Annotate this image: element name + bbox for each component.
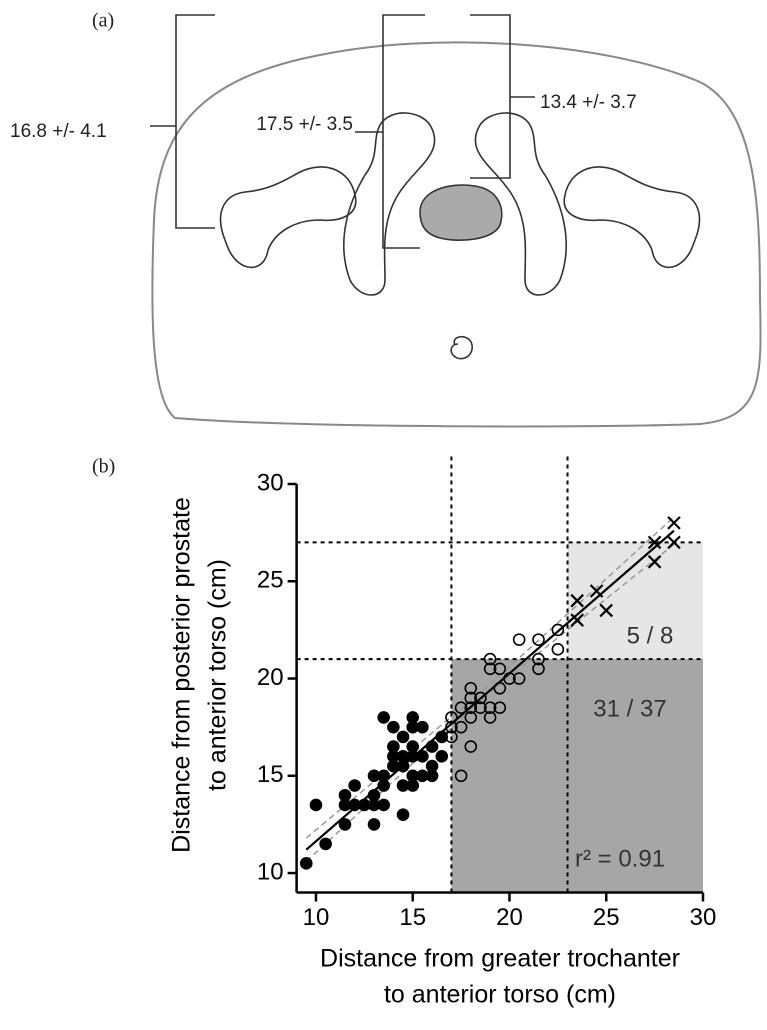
y-axis-label: Distance from posterior prostate bbox=[168, 497, 196, 853]
open-point bbox=[532, 633, 545, 646]
torso-diagram bbox=[151, 41, 762, 428]
filled-point bbox=[396, 730, 410, 744]
open-point bbox=[483, 662, 497, 676]
filled-point bbox=[377, 798, 390, 812]
open-point bbox=[551, 643, 565, 656]
filled-point bbox=[377, 711, 390, 724]
open-point bbox=[474, 701, 487, 715]
right-hip-bone bbox=[563, 166, 701, 269]
right-pelvis bbox=[474, 112, 567, 296]
open-point bbox=[454, 701, 468, 715]
filled-point bbox=[416, 720, 429, 734]
shaded-region bbox=[451, 659, 703, 893]
open-point bbox=[483, 652, 497, 666]
x-tick-label: 15 bbox=[399, 904, 426, 931]
y-tick-label: 30 bbox=[257, 469, 284, 496]
rectum bbox=[450, 335, 473, 360]
prostate bbox=[419, 184, 503, 241]
open-point bbox=[464, 740, 478, 753]
open-point bbox=[474, 691, 487, 705]
filled-point bbox=[309, 798, 323, 812]
open-point bbox=[454, 769, 468, 783]
bracket-left bbox=[150, 14, 215, 229]
cross-point bbox=[667, 516, 681, 530]
measurement-label: 16.8 +/- 4.1 bbox=[10, 121, 107, 142]
measurement-brackets bbox=[150, 14, 535, 249]
bracket-right bbox=[470, 14, 535, 179]
y-axis-label: to anterior torso (cm) bbox=[204, 559, 232, 791]
open-point bbox=[551, 623, 565, 637]
measurement-label: 17.5 +/- 3.5 bbox=[256, 114, 353, 135]
filled-point bbox=[425, 769, 439, 783]
open-point bbox=[464, 681, 478, 695]
filled-point bbox=[338, 788, 352, 802]
panel-label: (b) bbox=[92, 456, 115, 478]
open-point bbox=[454, 720, 468, 734]
x-tick-label: 25 bbox=[593, 904, 620, 931]
x-tick-label: 10 bbox=[303, 904, 330, 931]
annotation: r² = 0.91 bbox=[575, 845, 665, 872]
left-pelvis bbox=[343, 112, 436, 296]
open-point bbox=[512, 672, 526, 685]
x-tick-label: 30 bbox=[690, 904, 717, 931]
open-point bbox=[464, 711, 478, 724]
filled-point bbox=[348, 779, 361, 792]
filled-point bbox=[367, 818, 381, 831]
open-point bbox=[493, 701, 507, 715]
open-point bbox=[512, 633, 526, 646]
measurement-label: 13.4 +/- 3.7 bbox=[540, 92, 637, 113]
open-point bbox=[464, 701, 478, 715]
open-point bbox=[483, 701, 497, 715]
filled-point bbox=[387, 720, 400, 734]
filled-point bbox=[387, 750, 400, 763]
confidence-band bbox=[305, 516, 675, 839]
y-tick-label: 15 bbox=[257, 761, 284, 788]
filled-point bbox=[396, 808, 410, 821]
filled-point bbox=[338, 818, 352, 831]
cross-point bbox=[599, 603, 614, 618]
y-tick-label: 25 bbox=[257, 567, 284, 594]
filled-point bbox=[406, 779, 420, 792]
left-hip-bone bbox=[219, 166, 357, 269]
cross-point bbox=[647, 555, 662, 569]
open-point bbox=[483, 711, 497, 724]
x-axis-label: Distance from greater trochanter bbox=[320, 945, 680, 973]
cross-point bbox=[647, 535, 662, 550]
x-tick-label: 20 bbox=[496, 904, 523, 931]
open-point bbox=[464, 691, 478, 705]
open-point bbox=[445, 730, 458, 744]
panel-label: (a) bbox=[92, 10, 114, 32]
x-axis-label: to anterior torso (cm) bbox=[384, 981, 616, 1009]
torso-outline bbox=[151, 41, 762, 428]
bracket-middle bbox=[355, 14, 425, 249]
y-tick-label: 10 bbox=[257, 858, 284, 885]
fit-line bbox=[305, 529, 675, 851]
cross-point bbox=[570, 593, 584, 608]
annotation: 31 / 37 bbox=[593, 695, 666, 722]
cross-point bbox=[570, 613, 584, 627]
cross-point bbox=[667, 535, 681, 550]
shaded-region bbox=[567, 542, 703, 660]
annotation: 5 / 8 bbox=[627, 622, 674, 649]
filled-point bbox=[435, 750, 449, 763]
open-point bbox=[532, 652, 545, 666]
y-tick-label: 20 bbox=[257, 664, 284, 691]
open-point bbox=[493, 662, 507, 676]
filled-point bbox=[299, 857, 313, 870]
open-point bbox=[532, 662, 545, 676]
filled-point bbox=[319, 837, 332, 851]
